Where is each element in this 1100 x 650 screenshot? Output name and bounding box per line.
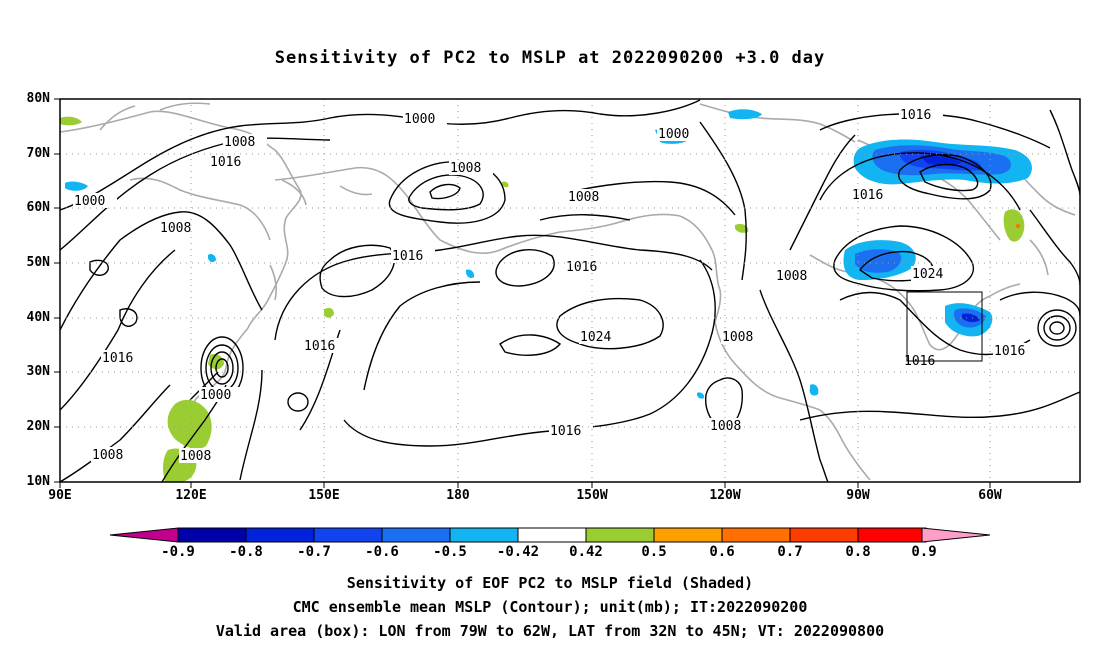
colorbar-label: -0.42 — [496, 544, 540, 560]
colorbar-label: -0.6 — [365, 544, 399, 560]
colorbar-cell — [721, 527, 791, 543]
contour-label: 1008 — [710, 419, 741, 434]
colorbar-label: 0.6 — [709, 544, 735, 560]
lat-label: 10N — [26, 474, 50, 489]
colorbar-label: 0.9 — [911, 544, 937, 560]
contour-labels: 1000 1008 1016 1000 1008 1008 1016 1016 … — [73, 107, 1037, 464]
contour-label: 1016 — [994, 344, 1025, 359]
lat-label: 80N — [26, 91, 50, 106]
contour-label: 1008 — [160, 221, 191, 236]
shaded-sensitivity — [60, 109, 1032, 482]
colorbar-over-triangle — [921, 527, 991, 543]
contour-label: 1016 — [392, 249, 423, 264]
contour-label: 1008 — [180, 449, 211, 464]
colorbar-label: 0.5 — [641, 544, 667, 560]
lon-label: 60W — [978, 488, 1002, 503]
contour-label: 1008 — [568, 190, 599, 205]
contour-label: 1016 — [210, 155, 241, 170]
colorbar-cell — [653, 527, 723, 543]
colorbar-cell — [585, 527, 655, 543]
colorbar-cell — [857, 527, 927, 543]
contour-label: 1016 — [566, 260, 597, 275]
contour-label: 1008 — [450, 161, 481, 176]
colorbar-cell — [313, 527, 383, 543]
lon-label: 120E — [175, 488, 207, 503]
contour-label: 1008 — [776, 269, 807, 284]
tick-marks — [54, 98, 991, 488]
contour-label: 1024 — [912, 267, 943, 282]
contour-label: 1008 — [224, 135, 255, 150]
contour-label: 1000 — [200, 388, 231, 403]
colorbar-cell — [789, 527, 859, 543]
colorbar — [109, 527, 991, 543]
lat-label: 60N — [26, 200, 50, 215]
colorbar-label: -0.9 — [161, 544, 195, 560]
lon-label: 90W — [846, 488, 870, 503]
lat-label: 30N — [26, 364, 50, 379]
contour-label: 1016 — [102, 351, 133, 366]
contour-label: 1024 — [580, 330, 611, 345]
colorbar-label: 0.8 — [845, 544, 871, 560]
footer-line-3: Valid area (box): LON from 79W to 62W, L… — [215, 622, 885, 640]
colorbar-under-triangle — [109, 527, 179, 543]
contour-label: 1008 — [92, 448, 123, 463]
valid-area-box — [906, 291, 983, 362]
chart-title: Sensitivity of PC2 to MSLP at 2022090200… — [274, 48, 826, 68]
lat-label: 20N — [26, 419, 50, 434]
contour-label: 1016 — [852, 188, 883, 203]
colorbar-label: 0.7 — [777, 544, 803, 560]
lon-label: 150W — [576, 488, 608, 503]
colorbar-cell — [245, 527, 315, 543]
colorbar-cell — [381, 527, 451, 543]
footer-line-1: Sensitivity of EOF PC2 to MSLP field (Sh… — [346, 574, 754, 592]
colorbar-cell — [177, 527, 247, 543]
lon-label: 90E — [48, 488, 72, 503]
contour-label: 1016 — [550, 424, 581, 439]
colorbar-label: 0.42 — [569, 544, 603, 560]
colorbar-label: -0.5 — [433, 544, 467, 560]
colorbar-cell — [449, 527, 519, 543]
mslp-contours — [60, 99, 1080, 482]
lat-label: 70N — [26, 146, 50, 161]
contour-label: 1000 — [74, 194, 105, 209]
colorbar-label: -0.8 — [229, 544, 263, 560]
contour-label: 1008 — [722, 330, 753, 345]
footer-line-2: CMC ensemble mean MSLP (Contour); unit(m… — [292, 598, 808, 616]
map-frame — [59, 98, 1081, 483]
lat-label: 50N — [26, 255, 50, 270]
contour-label: 1016 — [304, 339, 335, 354]
lon-label: 120W — [709, 488, 741, 503]
contour-label: 1016 — [900, 108, 931, 123]
lat-label: 40N — [26, 310, 50, 325]
contour-label: 1000 — [404, 112, 435, 127]
colorbar-cell — [517, 527, 587, 543]
contour-label: 1000 — [658, 127, 689, 142]
colorbar-cells — [177, 527, 927, 543]
lon-label: 180 — [446, 488, 470, 503]
gridlines — [60, 99, 1080, 482]
colorbar-label: -0.7 — [297, 544, 331, 560]
lon-label: 150E — [308, 488, 340, 503]
